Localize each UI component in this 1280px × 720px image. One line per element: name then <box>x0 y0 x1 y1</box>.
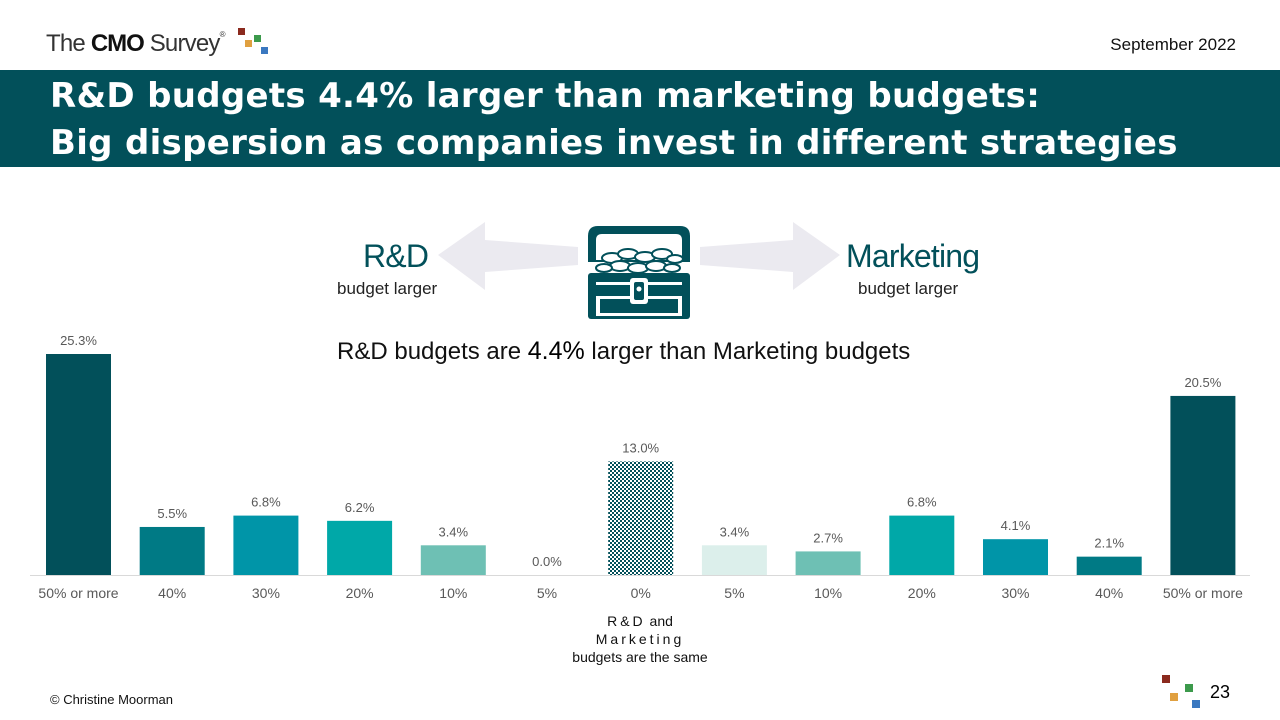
logo-registered: ® <box>219 30 226 39</box>
tick-label-0: 50% or more <box>38 585 118 601</box>
logo-square-orange <box>245 40 252 47</box>
data-label-12: 20.5% <box>1184 375 1221 390</box>
bar-10 <box>983 539 1048 575</box>
bar-8 <box>795 551 861 575</box>
bar-7 <box>701 545 767 575</box>
data-label-3: 6.2% <box>345 500 375 515</box>
logo-cmo: CMO <box>90 30 145 57</box>
data-label-7: 3.4% <box>720 524 750 539</box>
tick-label-6: 0% <box>631 585 651 601</box>
tick-label-2: 30% <box>252 585 280 601</box>
tick-label-8: 10% <box>814 585 842 601</box>
bar-4 <box>420 545 486 575</box>
cmo-survey-logo: The CMO Survey® <box>46 28 286 60</box>
title-banner: R&D budgets 4.4% larger than marketing b… <box>0 70 1280 167</box>
subtitle-pre: R&D budgets are <box>337 338 528 365</box>
tick-label-11: 40% <box>1095 585 1123 601</box>
center-note-rd: R&D <box>607 613 646 629</box>
legend-marketing-title: Marketing <box>846 238 980 274</box>
tick-label-9: 20% <box>908 585 936 601</box>
bar-0 <box>46 354 111 575</box>
bar-6 <box>608 461 674 575</box>
chart-subtitle: R&D budgets are 4.4% larger than Marketi… <box>337 337 910 366</box>
legend-rd-title: R&D <box>363 238 429 274</box>
bar-chart: 25.3% 50% or more 5.5% 40% 6.8% 30% 6.2% 20% 3.4… <box>30 333 1250 601</box>
bar-1 <box>139 526 205 575</box>
treasure-chest-icon <box>588 226 690 319</box>
tick-label-12: 50% or more <box>1163 585 1243 601</box>
data-label-5: 0.0% <box>532 554 562 569</box>
data-label-10: 4.1% <box>1001 518 1031 533</box>
title-line-1: R&D budgets 4.4% larger than marketing b… <box>50 76 1041 116</box>
report-date: September 2022 <box>1110 35 1236 54</box>
logo-square-red <box>238 28 245 35</box>
tick-label-10: 30% <box>1001 585 1029 601</box>
bar-2 <box>233 515 299 575</box>
data-label-2: 6.8% <box>251 495 281 510</box>
subtitle-value: 4.4% <box>527 337 585 365</box>
tick-label-7: 5% <box>724 585 744 601</box>
subtitle-post: larger than Marketing budgets <box>584 338 911 365</box>
data-label-1: 5.5% <box>157 506 187 521</box>
data-label-4: 3.4% <box>438 524 468 539</box>
bar-12 <box>1170 395 1236 575</box>
data-label-6: 13.0% <box>622 440 659 455</box>
logo-the: The <box>46 30 86 57</box>
copyright: © Christine Moorman <box>50 692 174 707</box>
bar-3 <box>327 520 393 575</box>
center-note-and: and <box>645 613 673 629</box>
data-label-9: 6.8% <box>907 495 937 510</box>
tick-label-3: 20% <box>346 585 374 601</box>
bar-9 <box>889 515 955 575</box>
legend-rd-subtitle: budget larger <box>337 279 438 298</box>
center-note-marketing: Marketing <box>595 631 685 647</box>
legend-marketing-subtitle: budget larger <box>858 279 959 298</box>
bar-11 <box>1076 556 1142 575</box>
arrow-left-icon <box>438 222 578 290</box>
tick-label-1: 40% <box>158 585 186 601</box>
data-label-8: 2.7% <box>813 530 843 545</box>
center-note-same: budgets are the same <box>572 649 708 665</box>
data-label-11: 2.1% <box>1094 536 1124 551</box>
logo-square-green <box>254 35 261 42</box>
logo-text: The CMO Survey® <box>46 30 226 58</box>
center-note: R&D and Marketing budgets are the same <box>540 612 740 666</box>
footer-logo-squares <box>1162 675 1200 708</box>
data-label-0: 25.3% <box>60 333 97 348</box>
tick-label-5: 5% <box>537 585 557 601</box>
tick-label-4: 10% <box>439 585 467 601</box>
logo-survey: Survey <box>149 30 221 57</box>
arrow-right-icon <box>700 222 840 290</box>
title-line-2: Big dispersion as companies invest in di… <box>50 123 1178 163</box>
page-number: 23 <box>1210 682 1231 702</box>
logo-square-blue <box>261 47 268 54</box>
